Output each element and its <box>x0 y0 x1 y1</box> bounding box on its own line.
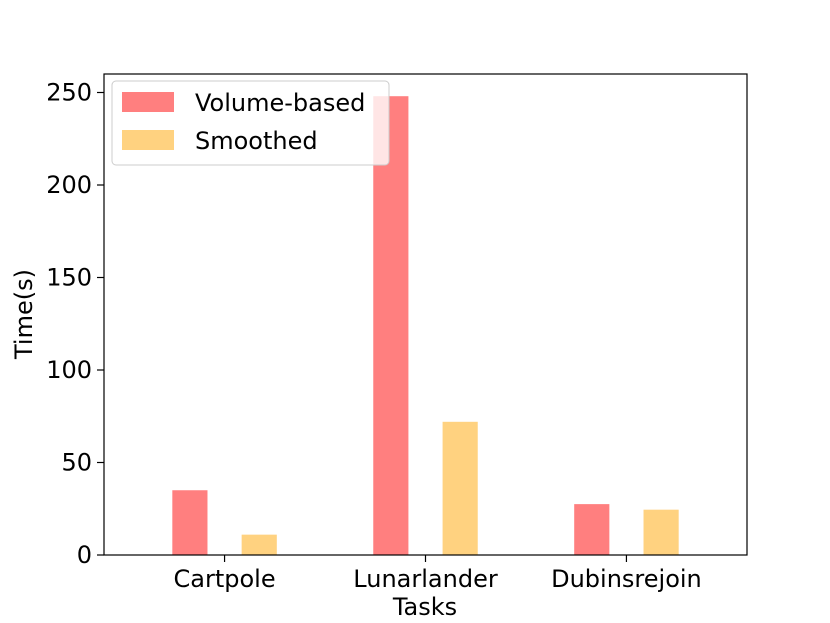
x-tick-label: Lunarlander <box>353 565 498 593</box>
y-tick-label: 50 <box>61 449 92 477</box>
x-tick-label: Cartpole <box>174 565 276 593</box>
y-tick-label: 200 <box>46 171 92 199</box>
legend-label-volume-based: Volume-based <box>195 89 365 117</box>
y-axis: 0 50 100 150 200 250 <box>46 79 104 569</box>
bar-volume-based-cartpole <box>172 490 208 555</box>
x-axis-label: Tasks <box>392 593 457 621</box>
legend-frame <box>111 80 390 166</box>
x-tick-label: Dubinsrejoin <box>551 565 702 593</box>
bar-volume-based-lunarlander <box>373 96 409 555</box>
y-tick-label: 150 <box>46 264 92 292</box>
bars-group <box>172 96 679 555</box>
x-axis: Cartpole Lunarlander Dubinsrejoin <box>174 555 702 593</box>
bar-smoothed-lunarlander <box>442 421 478 555</box>
y-axis-label: Time(s) <box>10 269 38 360</box>
bar-smoothed-cartpole <box>241 534 277 555</box>
y-tick-label: 0 <box>77 541 92 569</box>
y-tick-label: 100 <box>46 356 92 384</box>
legend-swatch-smoothed <box>122 130 174 150</box>
legend-label-smoothed: Smoothed <box>195 127 318 155</box>
legend-swatch-volume-based <box>122 92 174 112</box>
legend: Volume-based Smoothed <box>111 80 390 166</box>
bar-volume-based-dubinsrejoin <box>574 504 610 555</box>
y-tick-label: 250 <box>46 79 92 107</box>
bar-smoothed-dubinsrejoin <box>643 509 679 555</box>
